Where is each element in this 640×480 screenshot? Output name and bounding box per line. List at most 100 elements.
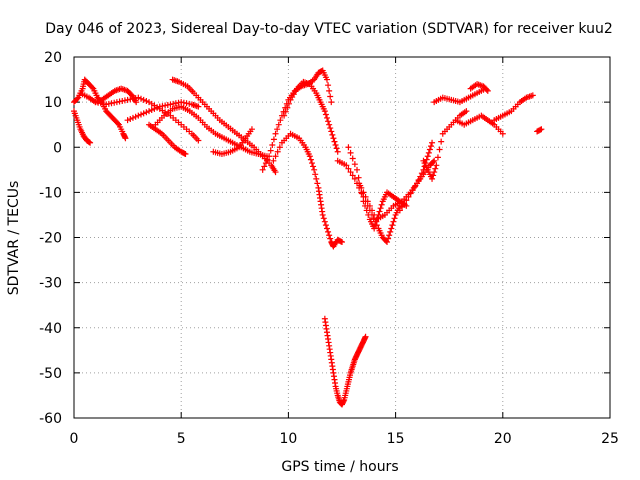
data-point-arc-u bbox=[483, 86, 490, 93]
data-point-arc-q bbox=[425, 149, 432, 156]
grid-lines bbox=[74, 57, 610, 418]
data-point-arc-q bbox=[418, 170, 425, 177]
y-tick-label: -60 bbox=[39, 411, 62, 427]
x-tick-label: 0 bbox=[70, 431, 79, 447]
data-point-arc-l bbox=[272, 153, 279, 160]
data-point-arc-q bbox=[424, 153, 431, 160]
data-point-arc-l bbox=[322, 222, 329, 229]
axis-ticks: 0 5 10 15 20 25 20 10 0 -10 -20 -30 -40 -50 -60 bbox=[39, 50, 619, 447]
data-point-arc-n bbox=[387, 228, 394, 235]
data-point-arc-j bbox=[274, 126, 281, 133]
data-point-arc-q bbox=[396, 207, 403, 214]
data-point-arc-t bbox=[499, 130, 506, 137]
data-point-arc-q bbox=[407, 190, 414, 197]
data-point-arc-l bbox=[270, 157, 277, 164]
data-point-arc-o bbox=[372, 222, 379, 229]
data-point-arc-e bbox=[127, 116, 134, 123]
y-tick-label: -50 bbox=[39, 366, 62, 382]
data-point-arc-i bbox=[248, 126, 255, 133]
data-point-arc-d bbox=[140, 96, 147, 103]
chart-title: Day 046 of 2023, Sidereal Day-to-day VTE… bbox=[45, 21, 613, 37]
data-point-arc-l bbox=[320, 215, 327, 222]
data-point-arc-e bbox=[195, 103, 202, 110]
data-point-arc-g bbox=[272, 169, 279, 176]
data-point-arc-o bbox=[371, 225, 378, 232]
data-point-arc-q bbox=[427, 143, 434, 150]
data-point-arc-j bbox=[262, 160, 269, 167]
data-point-arc-f bbox=[182, 151, 189, 158]
data-point-arc-n bbox=[345, 165, 352, 172]
data-point-arc-n bbox=[384, 239, 391, 246]
data-point-arc-u bbox=[484, 87, 491, 94]
y-tick-label: -20 bbox=[39, 231, 62, 247]
data-point-arc-p bbox=[360, 189, 367, 196]
data-point-arc-p bbox=[356, 180, 363, 187]
data-point-arc-p bbox=[358, 184, 365, 191]
data-point-arc-o bbox=[378, 201, 385, 208]
data-point-arc-o bbox=[347, 149, 354, 156]
data-point-arc-o bbox=[365, 211, 372, 218]
y-tick-label: 0 bbox=[53, 140, 62, 156]
data-point-arc-k bbox=[322, 111, 329, 118]
data-point-arc-p bbox=[369, 207, 376, 214]
data-point-arc-k bbox=[325, 118, 332, 125]
data-point-arc-m bbox=[362, 333, 369, 340]
data-point-arc-j bbox=[259, 166, 266, 173]
data-point-arc-e bbox=[151, 105, 158, 112]
y-tick-label: -30 bbox=[39, 276, 62, 292]
data-point-arc-a bbox=[87, 139, 94, 146]
data-point-arc-r bbox=[436, 146, 443, 153]
data-point-arc-b bbox=[74, 95, 81, 102]
data-point-arc-j bbox=[267, 147, 274, 154]
data-point-arc-k bbox=[326, 121, 333, 128]
data-point-arc-n bbox=[389, 222, 396, 229]
data-point-arc-k bbox=[323, 114, 330, 121]
data-point-arc-r bbox=[463, 108, 470, 115]
data-point-arc-b bbox=[122, 135, 129, 142]
data-point-arc-q bbox=[426, 146, 433, 153]
data-point-arc-e bbox=[135, 112, 142, 119]
y-tick-label: 10 bbox=[44, 95, 62, 111]
data-point-arc-l bbox=[311, 166, 318, 173]
data-point-arc-k bbox=[327, 125, 334, 132]
data-point-arc-j bbox=[272, 130, 279, 137]
data-point-arc-p bbox=[431, 157, 438, 164]
data-point-arc-q bbox=[405, 193, 412, 200]
data-point-arc-e bbox=[154, 104, 161, 111]
data-point-arc-b bbox=[89, 84, 96, 91]
data-point-arc-p bbox=[364, 198, 371, 205]
data-point-arc-v bbox=[529, 92, 536, 99]
data-point-arc-r bbox=[431, 169, 438, 176]
data-point-arc-l bbox=[310, 163, 317, 170]
data-point-arc-e bbox=[140, 110, 147, 117]
data-point-arc-p bbox=[371, 211, 378, 218]
data-point-arc-j bbox=[327, 93, 334, 100]
data-point-arc-p bbox=[430, 158, 437, 165]
data-point-arc-n bbox=[385, 235, 392, 242]
data-point-arc-q bbox=[414, 180, 421, 187]
data-point-arc-r bbox=[434, 154, 441, 161]
data-point-arc-e bbox=[124, 117, 131, 124]
data-point-arc-l bbox=[325, 228, 332, 235]
data-point-arc-n bbox=[386, 232, 393, 239]
data-point-arc-q bbox=[399, 204, 406, 211]
data-point-arc-r bbox=[433, 162, 440, 169]
data-point-arc-e bbox=[148, 107, 155, 114]
data-point-arc-l bbox=[307, 156, 314, 163]
data-point-arc-q bbox=[403, 197, 410, 204]
data-point-arc-k bbox=[285, 100, 292, 107]
data-point-arc-r bbox=[429, 175, 436, 182]
data-point-arc-o bbox=[376, 208, 383, 215]
data-point-arc-l bbox=[326, 232, 333, 239]
data-point-arc-l bbox=[276, 144, 283, 151]
data-point-arc-e bbox=[129, 114, 136, 121]
data-point-arc-k bbox=[328, 128, 335, 135]
data-point-arc-q bbox=[417, 173, 424, 180]
data-point-arc-l bbox=[327, 235, 334, 242]
data-point-arc-k bbox=[282, 108, 289, 115]
data-point-arc-d bbox=[138, 95, 144, 102]
data-point-arc-o bbox=[377, 205, 384, 212]
data-point-arc-q bbox=[411, 183, 418, 190]
data-point-arc-o bbox=[345, 144, 352, 151]
